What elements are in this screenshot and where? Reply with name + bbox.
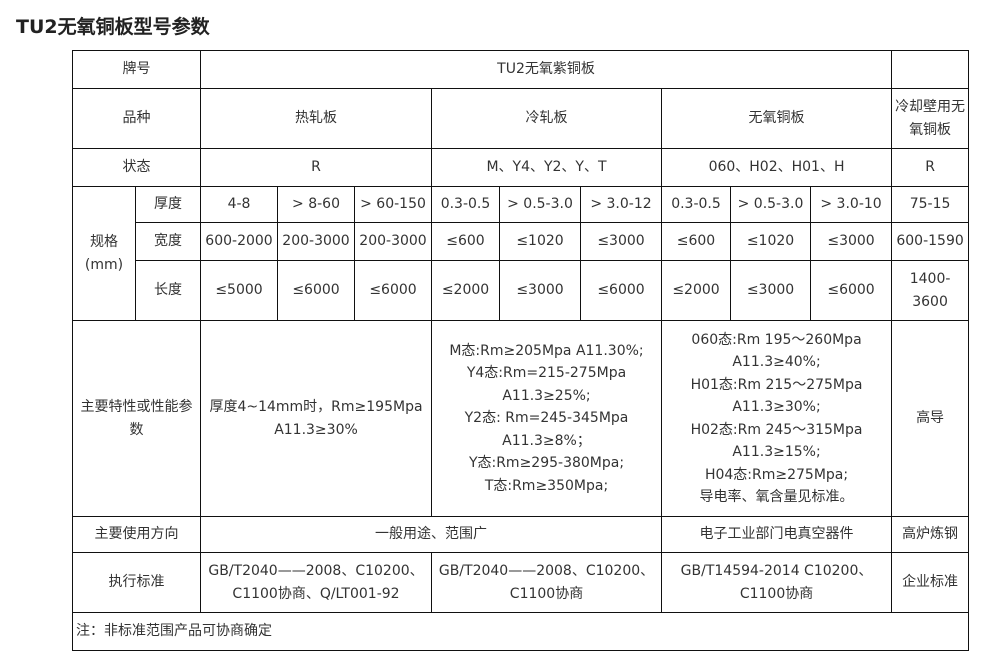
standard-cell: GB/T2040——2008、C10200、 C1100协商 <box>431 552 662 613</box>
length-cell: 1400- 3600 <box>891 260 970 321</box>
properties-cell: M态:Rm≥205Mpa A11.30%; Y4态:Rm=215-275Mpa … <box>431 320 662 517</box>
thickness-cell: > 0.5-3.0 <box>499 186 581 223</box>
thickness-cell: > 0.5-3.0 <box>730 186 811 223</box>
length-cell: ≤6000 <box>277 260 355 321</box>
length-cell: ≤2000 <box>431 260 500 321</box>
note-row: 注：非标准范围产品可协商确定 <box>71 612 970 651</box>
standard-cell: GB/T2040——2008、C10200、 C1100协商、Q/LT001-9… <box>200 552 432 613</box>
thickness-row: 规格 (mm) 厚度 4-8 > 8-60 > 60-150 0.3-0.5 >… <box>72 186 970 321</box>
thickness-cell: 0.3-0.5 <box>431 186 500 223</box>
usage-label: 主要使用方向 <box>72 516 201 553</box>
properties-cell: 高导 <box>891 320 970 517</box>
brand-value: TU2无氧紫铜板 <box>199 50 893 89</box>
state-cell: R <box>200 148 432 187</box>
state-cell: M、Y4、Y2、Y、T <box>431 148 662 187</box>
standard-cell: 企业标准 <box>891 552 970 613</box>
variety-row: 品种 热轧板 冷轧板 无氧铜板 冷却壁用无氧铜板 <box>72 88 970 149</box>
properties-label: 主要特性或性能参数 <box>72 320 201 517</box>
properties-cell: 060态:Rm 195～260Mpa A11.3≥40%; H01态:Rm 21… <box>660 320 893 517</box>
usage-cell: 一般用途、范围广 <box>200 516 662 553</box>
length-cell: ≤5000 <box>200 260 278 321</box>
width-cell: ≤600 <box>431 222 500 261</box>
thickness-cell: > 3.0-10 <box>809 186 893 223</box>
brand-label: 牌号 <box>72 50 201 89</box>
thickness-cell: 4-8 <box>200 186 278 223</box>
thickness-label: 厚度 <box>135 186 201 223</box>
thickness-cell: > 60-150 <box>354 186 432 223</box>
width-cell: 600-1590 <box>891 222 970 261</box>
properties-row: 主要特性或性能参数 厚度4~14mm时，Rm≥195Mpa A11.3≥30% … <box>72 320 970 517</box>
page-title: TU2无氧铜板型号参数 <box>16 16 210 38</box>
thickness-cell: > 8-60 <box>277 186 355 223</box>
state-cell: R <box>891 148 970 187</box>
variety-cold-rolled: 冷轧板 <box>431 88 662 149</box>
variety-cooling-wall: 冷却壁用无氧铜板 <box>891 88 970 149</box>
standard-label: 执行标准 <box>72 552 201 613</box>
width-cell: 600-2000 <box>200 222 278 261</box>
variety-oxygen-free: 无氧铜板 <box>660 88 893 149</box>
length-cell: ≤2000 <box>661 260 731 321</box>
state-label: 状态 <box>72 148 201 187</box>
standard-cell: GB/T14594-2014 C10200、 C1100协商 <box>660 552 893 613</box>
thickness-cell: 0.3-0.5 <box>661 186 731 223</box>
note: 注：非标准范围产品可协商确定 <box>71 612 970 651</box>
length-cell: ≤6000 <box>809 260 893 321</box>
usage-row: 主要使用方向 一般用途、范围广 电子工业部门电真空器件 高炉炼钢 <box>72 516 970 553</box>
width-row: 宽度 600-2000 200-3000 200-3000 ≤600 ≤1020… <box>73 222 970 261</box>
state-row: 状态 R M、Y4、Y2、Y、T 060、H02、H01、H R <box>72 148 970 187</box>
parameters-table: 牌号 TU2无氧紫铜板 品种 热轧板 冷轧板 无氧铜板 冷却壁用无氧铜板 状态 … <box>71 50 970 651</box>
width-cell: ≤3000 <box>580 222 662 261</box>
width-cell: ≤600 <box>661 222 731 261</box>
length-cell: ≤6000 <box>354 260 432 321</box>
width-cell: ≤3000 <box>809 222 893 261</box>
length-cell: ≤6000 <box>580 260 662 321</box>
variety-hot-rolled: 热轧板 <box>200 88 432 149</box>
length-cell: ≤3000 <box>499 260 581 321</box>
usage-cell: 高炉炼钢 <box>891 516 970 553</box>
usage-cell: 电子工业部门电真空器件 <box>660 516 893 553</box>
length-row: 长度 ≤5000 ≤6000 ≤6000 ≤2000 ≤3000 ≤6000 ≤… <box>73 260 970 321</box>
standard-row: 执行标准 GB/T2040——2008、C10200、 C1100协商、Q/LT… <box>72 552 970 613</box>
variety-label: 品种 <box>72 88 201 149</box>
length-cell: ≤3000 <box>730 260 811 321</box>
thickness-cell: 75-15 <box>891 186 970 223</box>
width-cell: ≤1020 <box>730 222 811 261</box>
properties-cell: 厚度4~14mm时，Rm≥195Mpa A11.3≥30% <box>200 320 432 517</box>
width-label: 宽度 <box>135 222 201 261</box>
brand-empty <box>891 50 970 89</box>
length-label: 长度 <box>135 260 201 321</box>
width-cell: 200-3000 <box>354 222 432 261</box>
state-cell: 060、H02、H01、H <box>660 148 893 187</box>
brand-row: 牌号 TU2无氧紫铜板 <box>72 50 970 89</box>
width-cell: 200-3000 <box>277 222 355 261</box>
width-cell: ≤1020 <box>499 222 581 261</box>
spec-label: 规格 (mm) <box>72 186 136 321</box>
thickness-cell: > 3.0-12 <box>580 186 662 223</box>
